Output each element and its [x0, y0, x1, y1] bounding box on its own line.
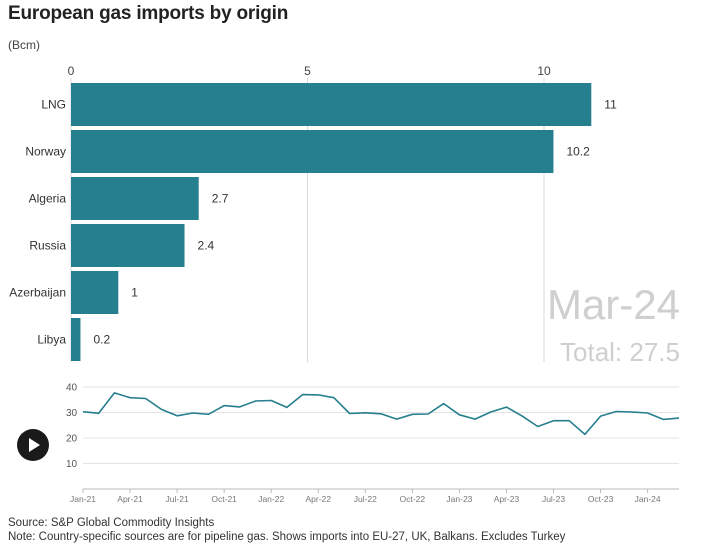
value-label: 2.4 [198, 239, 215, 253]
play-icon [29, 438, 40, 452]
period-watermark: Mar-24 [547, 281, 680, 328]
source-text: Source: S&P Global Commodity Insights [8, 517, 215, 529]
x-tick-label: Jan-22 [258, 494, 284, 504]
value-label: 2.7 [212, 192, 229, 206]
value-label: 10.2 [566, 145, 590, 159]
value-label: 11 [604, 98, 617, 112]
footer: Source: S&P Global Commodity Insights No… [8, 517, 565, 544]
x-tick-label: Jan-23 [446, 494, 472, 504]
total-watermark: Total: 27.5 [560, 337, 680, 367]
bar [71, 318, 81, 361]
x-tick-label: Apr-23 [494, 494, 520, 504]
category-label: Norway [25, 145, 66, 159]
y-tick-label: 20 [66, 434, 78, 445]
x-tick-label: Oct-21 [211, 494, 237, 504]
y-tick-label: 40 [66, 383, 78, 394]
x-tick-label: Apr-21 [117, 494, 143, 504]
unit-label: (Bcm) [8, 38, 40, 52]
bar [71, 177, 199, 220]
y-tick-label: 10 [66, 459, 78, 470]
category-label: Algeria [29, 192, 67, 206]
x-tick-label: Oct-23 [588, 494, 614, 504]
x-tick-label: 0 [68, 64, 75, 78]
y-tick-label: 30 [66, 408, 78, 419]
play-button[interactable] [17, 429, 49, 461]
category-label: LNG [41, 98, 66, 112]
bar [71, 130, 554, 173]
bar [71, 83, 592, 126]
bar [71, 271, 119, 314]
category-label: Russia [29, 239, 66, 253]
note-text: Note: Country-specific sources are for p… [8, 530, 566, 543]
category-label: Libya [37, 333, 66, 347]
x-tick-label: 10 [537, 64, 551, 78]
x-tick-label: Jan-21 [70, 494, 96, 504]
x-tick-label: Jul-21 [166, 494, 189, 504]
bar [71, 224, 185, 267]
series-line [82, 392, 680, 436]
x-tick-label: Jan-24 [635, 494, 661, 504]
x-tick-label: Jul-23 [542, 494, 565, 504]
x-tick-label: Jul-22 [354, 494, 377, 504]
value-label: 0.2 [93, 333, 110, 347]
x-tick-label: Oct-22 [400, 494, 426, 504]
chart-title: European gas imports by origin [8, 3, 289, 24]
value-label: 1 [131, 286, 138, 300]
category-label: Azerbaijan [9, 286, 66, 300]
x-tick-label: Apr-22 [306, 494, 332, 504]
timeline-chart[interactable]: 10 20 30 40 Jan-21 Apr-21 Jul-21 Oct-21 Jan-22 Ap… [0, 378, 710, 506]
x-tick-label: 5 [304, 64, 311, 78]
